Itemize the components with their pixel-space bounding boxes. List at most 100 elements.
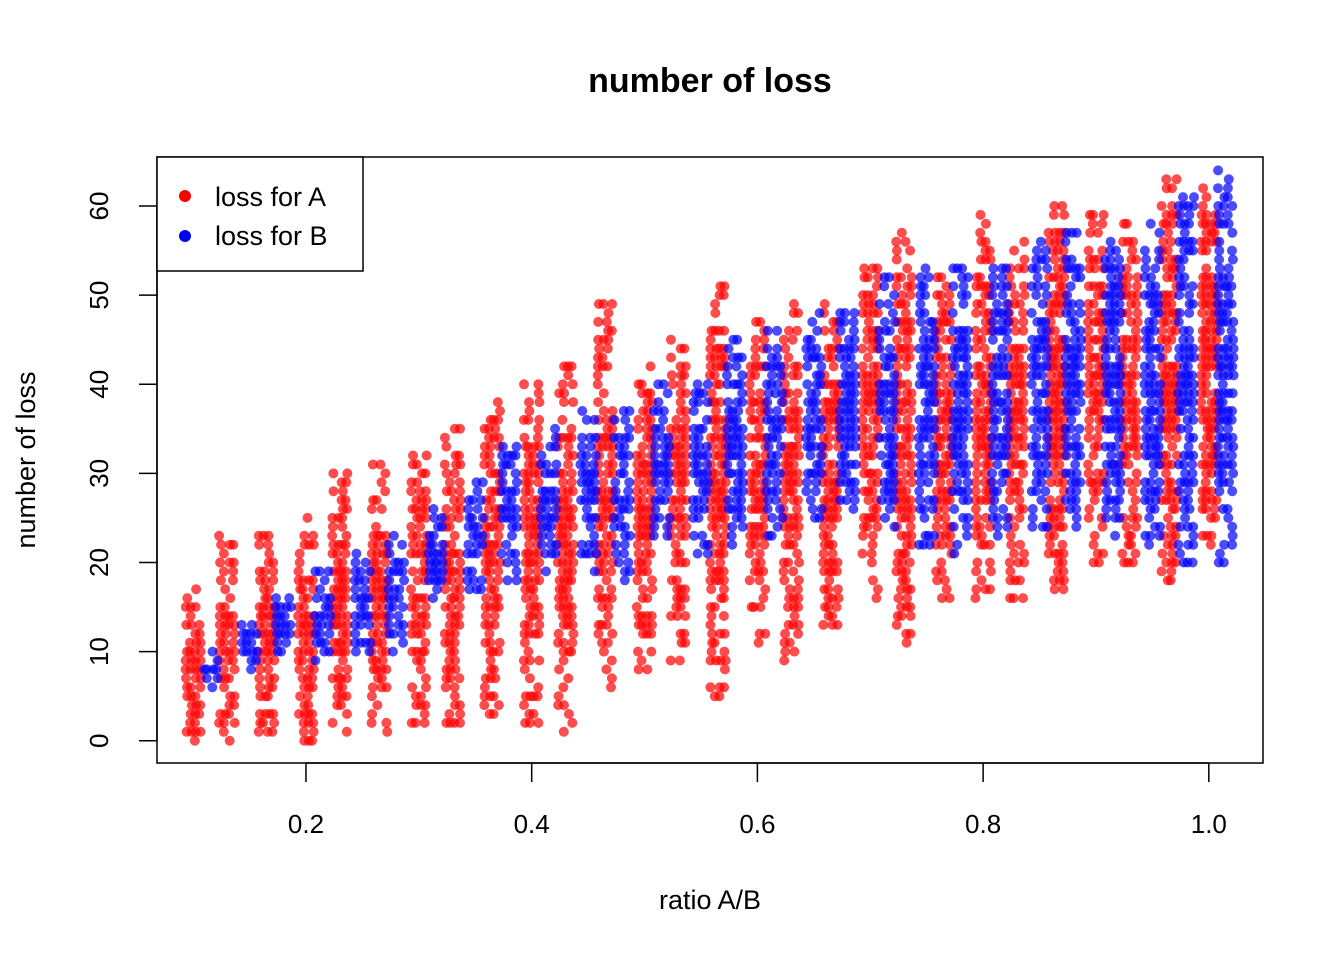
data-point <box>755 414 766 425</box>
data-point <box>815 370 825 381</box>
data-point <box>767 512 778 523</box>
data-point <box>755 602 766 612</box>
data-point <box>849 406 859 416</box>
data-point <box>1001 325 1012 336</box>
data-point <box>1092 486 1103 497</box>
data-point <box>1188 388 1199 399</box>
data-point <box>511 512 522 523</box>
data-point <box>857 343 868 354</box>
data-point <box>190 602 201 612</box>
data-point <box>380 646 391 657</box>
data-point <box>722 459 733 470</box>
data-point <box>647 619 657 630</box>
data-point <box>914 495 925 506</box>
data-point <box>532 432 543 443</box>
data-point <box>681 441 692 452</box>
data-point <box>944 316 955 327</box>
data-point <box>1010 290 1021 301</box>
data-point <box>961 468 972 479</box>
data-point <box>429 512 440 523</box>
data-point <box>623 557 634 568</box>
data-point <box>1183 325 1194 336</box>
data-point <box>866 548 877 559</box>
data-point <box>441 504 452 514</box>
data-point <box>958 450 969 461</box>
data-point <box>1097 325 1108 336</box>
data-point <box>783 352 794 363</box>
data-point <box>667 504 678 514</box>
data-point <box>1061 450 1072 461</box>
data-point <box>827 352 837 363</box>
data-point <box>944 397 955 408</box>
data-point <box>888 432 899 443</box>
data-point <box>736 459 747 470</box>
data-point <box>191 584 202 595</box>
data-point <box>471 548 482 559</box>
data-point <box>1019 263 1030 274</box>
data-point <box>778 495 789 506</box>
data-point <box>1166 299 1177 309</box>
data-point <box>1009 548 1019 559</box>
data-point <box>342 468 353 479</box>
data-point <box>793 512 804 523</box>
data-point <box>1132 334 1143 345</box>
data-point <box>421 619 432 630</box>
data-point <box>1187 557 1198 568</box>
data-point <box>958 299 969 309</box>
data-point <box>1114 495 1124 506</box>
data-point <box>636 655 647 666</box>
data-point <box>928 414 939 425</box>
data-point <box>792 414 803 425</box>
data-point <box>775 361 786 372</box>
data-point <box>446 486 457 497</box>
data-point <box>453 611 464 621</box>
data-point <box>1017 432 1028 443</box>
data-point <box>1049 468 1060 479</box>
data-point <box>302 691 313 702</box>
data-point <box>1131 432 1141 443</box>
data-point <box>818 619 829 630</box>
data-point <box>984 539 995 550</box>
data-point <box>737 468 748 479</box>
data-point <box>1014 575 1025 586</box>
data-point <box>719 530 730 541</box>
data-point <box>1010 325 1021 336</box>
data-point <box>493 646 504 657</box>
data-point <box>1154 397 1165 408</box>
data-point <box>453 512 464 523</box>
data-point <box>937 370 948 381</box>
data-point <box>550 548 561 559</box>
data-point <box>420 512 431 523</box>
data-point <box>1154 227 1165 238</box>
data-point <box>1130 423 1141 434</box>
data-point <box>380 530 391 541</box>
data-point <box>577 432 588 443</box>
data-point <box>932 512 943 523</box>
data-point <box>815 468 826 479</box>
data-point <box>868 441 879 452</box>
data-point <box>897 406 908 416</box>
data-point <box>1166 236 1176 247</box>
x-axis: 0.2 0.4 0.6 0.8 1.0 <box>288 762 1227 839</box>
data-point <box>589 539 600 550</box>
data-point <box>524 539 535 550</box>
data-point <box>1000 450 1011 461</box>
data-point <box>710 308 721 318</box>
data-point <box>675 486 686 497</box>
data-point <box>753 637 764 648</box>
data-point <box>905 628 916 639</box>
data-point <box>868 575 878 586</box>
data-point <box>906 281 917 292</box>
data-point <box>872 263 883 274</box>
data-point <box>576 441 587 452</box>
data-point <box>1167 441 1178 452</box>
data-point <box>1214 254 1225 265</box>
data-point <box>496 548 507 559</box>
data-point <box>341 477 352 488</box>
data-point <box>723 495 734 506</box>
data-point <box>1074 352 1085 363</box>
data-point <box>1127 486 1138 497</box>
data-point <box>905 245 916 256</box>
data-point <box>1110 530 1121 541</box>
data-point <box>719 352 730 363</box>
